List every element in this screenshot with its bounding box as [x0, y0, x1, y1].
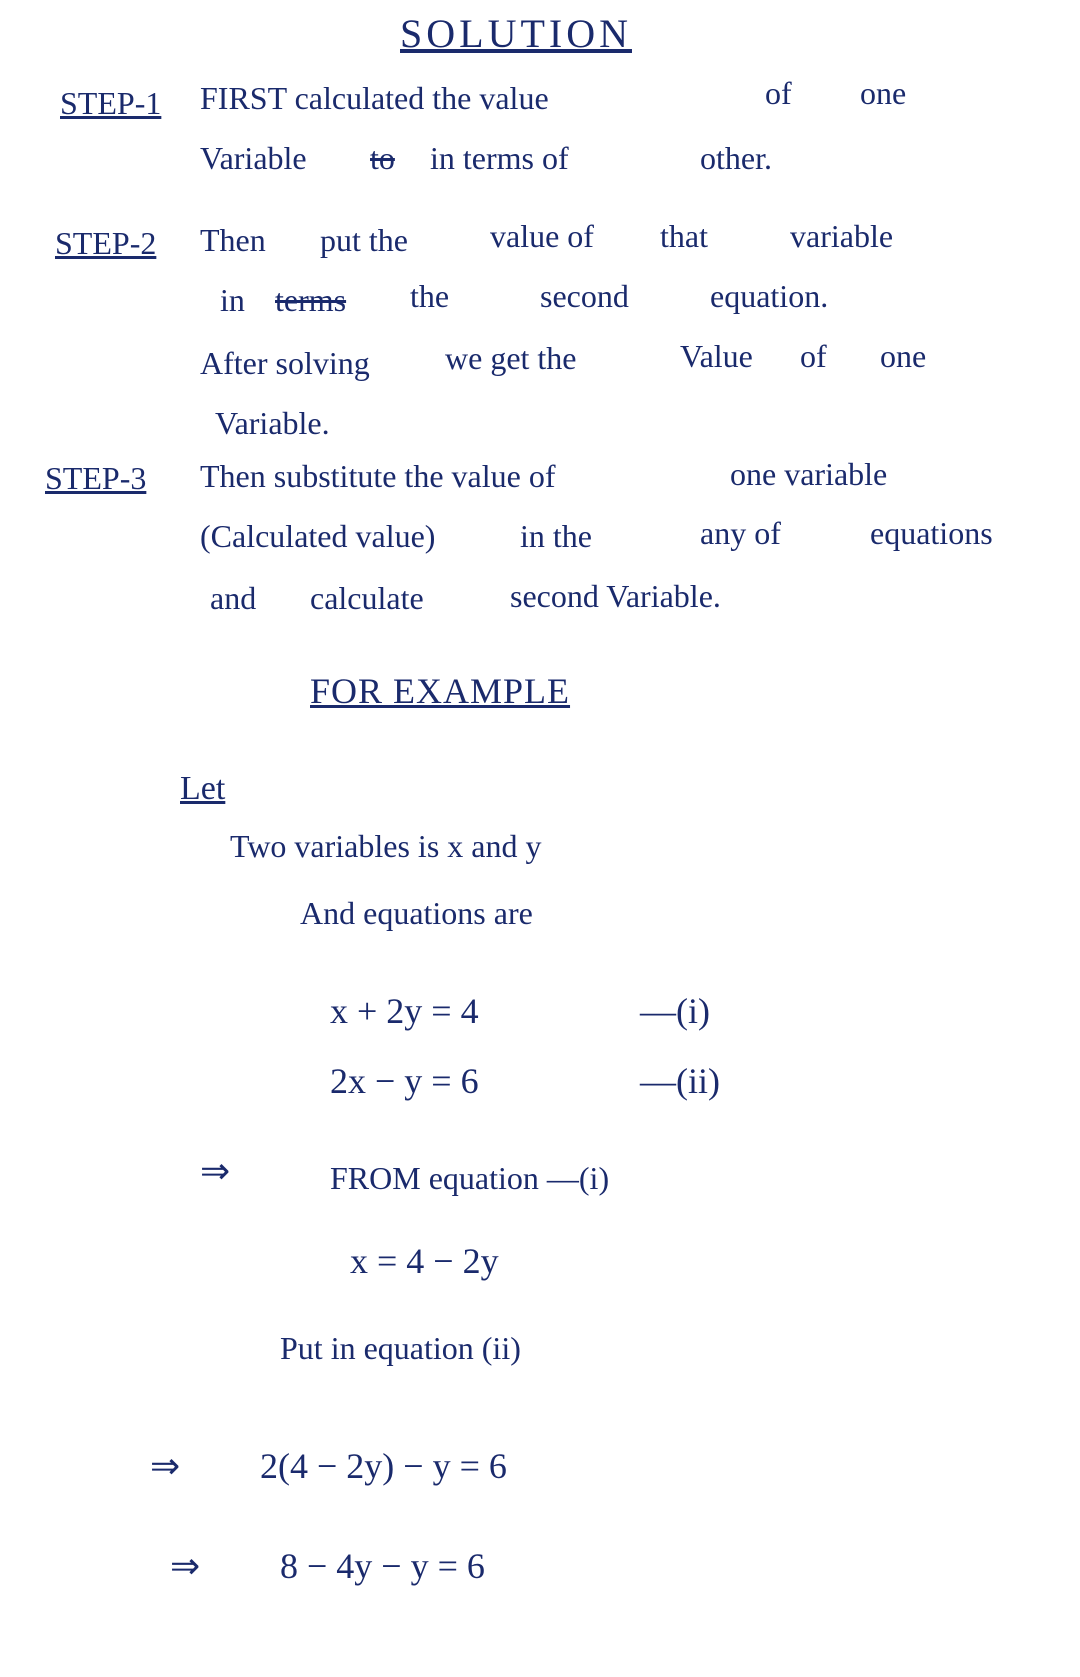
step2-line1c: value of: [490, 218, 594, 255]
step3-label: STEP-3: [45, 460, 146, 497]
step2-line2b: the: [410, 278, 449, 315]
step3-line3a: and: [210, 580, 256, 617]
step1-line1a: FIRST calculated the value: [200, 80, 549, 117]
from-equation: FROM equation —(i): [330, 1160, 609, 1197]
step2-line3a: After solving: [200, 345, 370, 382]
arrow-3: ⇒: [170, 1545, 200, 1587]
step2-line3c: Value: [680, 338, 753, 375]
step3-line1b: one variable: [730, 456, 887, 493]
example-line2: And equations are: [300, 895, 533, 932]
arrow-1: ⇒: [200, 1150, 230, 1192]
step2-line1e: variable: [790, 218, 893, 255]
equation-1: x + 2y = 4: [330, 990, 479, 1032]
step3-line2c: any of: [700, 515, 781, 552]
step1-label: STEP-1: [60, 85, 161, 122]
step2-line3d: of: [800, 338, 827, 375]
step2-line1a: Then: [200, 222, 266, 259]
step2-line2strike: terms: [275, 282, 346, 319]
step1-line2c: other.: [700, 140, 772, 177]
step2-line2c: second: [540, 278, 629, 315]
step2-line3b: we get the: [445, 340, 577, 377]
arrow-2: ⇒: [150, 1445, 180, 1487]
example-line1: Two variables is x and y: [230, 828, 541, 865]
step2-line4: Variable.: [215, 405, 330, 442]
substitution-1: 2(4 − 2y) − y = 6: [260, 1445, 507, 1487]
step3-line3c: second Variable.: [510, 578, 721, 615]
step2-line1d: that: [660, 218, 708, 255]
step2-line3e: one: [880, 338, 926, 375]
substitution-2: 8 − 4y − y = 6: [280, 1545, 485, 1587]
step2-label: STEP-2: [55, 225, 156, 262]
step1-line1b: of: [765, 75, 792, 112]
step3-line3b: calculate: [310, 580, 424, 617]
x-equals: x = 4 − 2y: [350, 1240, 499, 1282]
step2-line1b: put the: [320, 222, 408, 259]
equation-1-tag: —(i): [640, 990, 710, 1032]
step1-line2strike: to: [370, 140, 395, 177]
step3-line2b: in the: [520, 518, 592, 555]
step1-line1c: one: [860, 75, 906, 112]
put-in-equation: Put in equation (ii): [280, 1330, 521, 1367]
step1-line2a: Variable: [200, 140, 307, 177]
equation-2: 2x − y = 6: [330, 1060, 479, 1102]
example-title: FOR EXAMPLE: [310, 670, 570, 712]
step2-line2a: in: [220, 282, 245, 319]
step3-line2d: equations: [870, 515, 993, 552]
step1-line2b: in terms of: [430, 140, 569, 177]
page-title: SOLUTION: [400, 10, 632, 57]
example-let: Let: [180, 770, 225, 808]
equation-2-tag: —(ii): [640, 1060, 720, 1102]
step2-line2d: equation.: [710, 278, 828, 315]
step3-line1a: Then substitute the value of: [200, 458, 555, 495]
step3-line2a: (Calculated value): [200, 518, 435, 555]
